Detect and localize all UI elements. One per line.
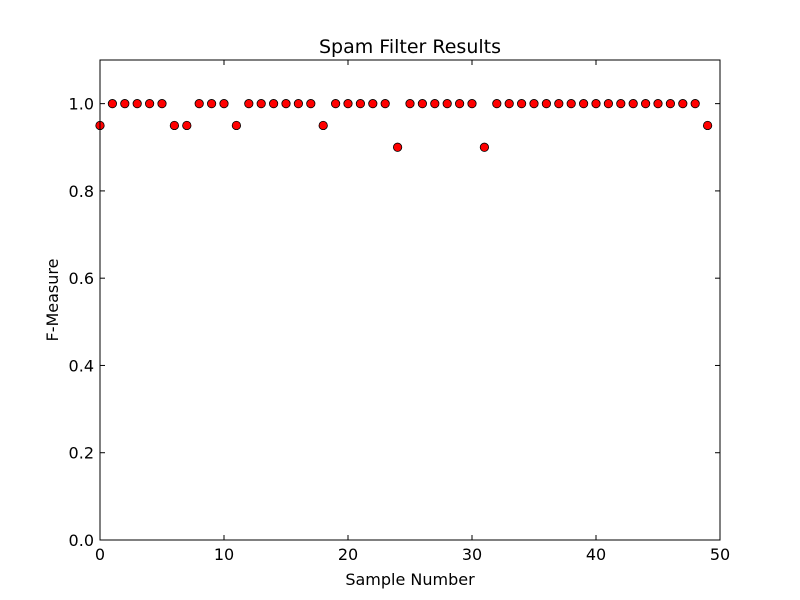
data-point (207, 99, 217, 109)
x-tick-label: 10 (214, 545, 234, 564)
data-point (702, 120, 713, 131)
data-point (492, 99, 502, 109)
data-point (244, 99, 254, 109)
data-point (529, 99, 539, 109)
plot-frame (99, 59, 721, 541)
data-point (182, 120, 192, 131)
data-point (665, 99, 676, 109)
data-point (219, 99, 229, 109)
data-point (256, 99, 266, 109)
data-point (603, 99, 614, 109)
data-point (157, 99, 167, 109)
points-layer (95, 99, 713, 152)
data-point (355, 99, 365, 109)
y-axis-label: F-Measure (43, 259, 62, 342)
data-point (405, 99, 415, 109)
data-point (132, 99, 142, 109)
ticks-layer: 0 10 20 30 40 50 0.0 0.2 0.4 0.6 0.8 1.0 (69, 60, 730, 564)
data-point (417, 99, 427, 109)
data-point (504, 99, 514, 109)
y-tick-label: 0.8 (69, 182, 94, 201)
data-point (541, 99, 552, 109)
x-tick-label: 40 (586, 545, 606, 564)
data-point (442, 99, 452, 109)
data-point (380, 99, 390, 109)
data-point (107, 99, 118, 109)
x-tick-label: 50 (710, 545, 730, 564)
data-point (467, 99, 477, 109)
data-point (554, 99, 564, 109)
data-point (330, 99, 341, 109)
x-tick-label: 0 (95, 545, 105, 564)
x-tick-label: 30 (462, 545, 482, 564)
data-point (268, 99, 279, 109)
data-point (194, 99, 204, 109)
data-point (616, 99, 626, 109)
data-point (628, 99, 638, 109)
data-point (566, 99, 576, 109)
y-tick-label: 0.0 (69, 531, 94, 550)
data-point (281, 99, 291, 109)
data-point (690, 99, 700, 109)
data-point (231, 120, 241, 131)
data-point (516, 99, 527, 109)
y-tick-label: 0.6 (69, 269, 94, 288)
data-point (169, 120, 179, 131)
data-point (368, 99, 378, 109)
data-point (678, 99, 688, 109)
x-tick-label: 20 (338, 545, 358, 564)
data-point (640, 99, 651, 109)
data-point (120, 99, 130, 109)
data-point (479, 142, 489, 152)
chart-title: Spam Filter Results (319, 36, 501, 58)
data-point (430, 99, 440, 109)
y-tick-label: 1.0 (69, 95, 94, 114)
data-point (306, 99, 316, 109)
y-tick-label: 0.4 (69, 356, 94, 375)
data-point (318, 120, 328, 131)
data-point (145, 99, 155, 109)
data-point (293, 99, 303, 109)
x-axis-label: Sample Number (345, 570, 475, 589)
data-point (392, 142, 403, 152)
data-point (578, 99, 589, 109)
data-point (454, 99, 465, 109)
data-point (653, 99, 663, 109)
y-tick-label: 0.2 (69, 444, 94, 463)
data-point (343, 99, 353, 109)
data-point (591, 99, 601, 109)
